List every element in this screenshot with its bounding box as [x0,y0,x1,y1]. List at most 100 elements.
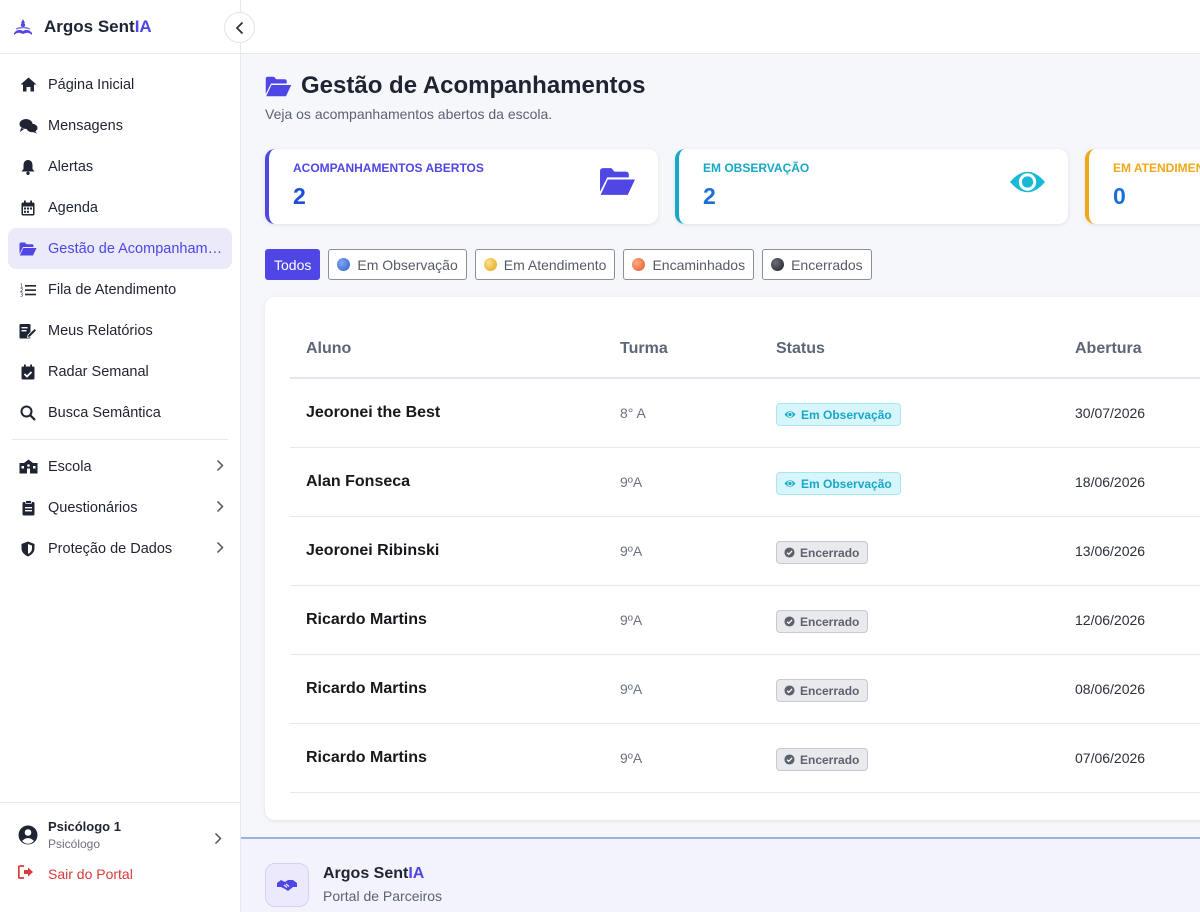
card-em-observacao[interactable]: EM OBSERVAÇÃO 2 [675,149,1068,224]
filter-encaminhados[interactable]: Encaminhados [623,249,755,280]
svg-text:2: 2 [20,288,23,294]
user-profile[interactable]: Psicólogo 1 Psicólogo [0,803,240,851]
sidebar-group-protecao-dados[interactable]: Proteção de Dados [8,528,232,569]
chat-icon [18,116,38,136]
status-badge: Em Observação [776,403,901,426]
table-row[interactable]: Jeoronei Ribinski 9ºA Encerrado 13/06/20… [290,517,1200,586]
sidebar-item-label: Página Inicial [48,76,135,93]
table-row[interactable]: Ricardo Martins 9ºA Encerrado 07/06/2026 [290,724,1200,793]
opening-date: 08/06/2026 [1075,681,1146,697]
card-value: 2 [293,183,306,209]
sidebar-item-label: Gestão de Acompanhamentos [48,240,224,257]
logout-button[interactable]: Sair do Portal [0,851,240,882]
filter-em-atendimento[interactable]: Em Atendimento [474,249,616,280]
check-circle-icon [784,754,795,765]
shield-icon [18,539,38,559]
filter-encerrados[interactable]: Encerrados [762,249,872,280]
status-badge: Em Observação [776,472,901,495]
student-class: 9ºA [620,612,643,628]
user-name: Psicólogo 1 [48,819,121,834]
svg-text:3: 3 [20,292,23,297]
sidebar-item-label: Agenda [48,199,98,216]
table-row[interactable]: Ricardo Martins 9ºA Encerrado 12/06/2026 [290,586,1200,655]
brand-logo-icon [12,16,34,38]
chevron-right-icon [216,459,224,472]
sidebar-item-radar-semanal[interactable]: Radar Semanal [8,351,232,392]
status-dot-icon [632,258,646,271]
calendar-icon [18,198,38,218]
table-row[interactable]: Jeoronei the Best 8° A Em Observação 30/… [290,379,1200,448]
card-label: EM OBSERVAÇÃO [703,161,810,175]
sidebar-item-label: Meus Relatórios [48,322,153,339]
chevron-right-icon [216,541,224,554]
card-acompanhamentos-abertos[interactable]: ACOMPANHAMENTOS ABERTOS 2 [265,149,658,224]
student-class: 9ºA [620,750,643,766]
sidebar-item-agenda[interactable]: Agenda [8,187,232,228]
sidebar-group-escola[interactable]: Escola [8,446,232,487]
sidebar-item-busca-semantica[interactable]: Busca Semântica [8,392,232,433]
card-value: 2 [703,183,716,209]
home-icon [18,75,38,95]
sidebar-item-gestao-acompanhamentos[interactable]: Gestão de Acompanhamentos [8,228,232,269]
status-dot-icon [771,258,785,271]
sidebar-item-mensagens[interactable]: Mensagens [8,105,232,146]
bell-icon [18,157,38,177]
sidebar-item-label: Busca Semântica [48,404,161,421]
page-subtitle: Veja os acompanhamentos abertos da escol… [265,106,553,122]
sidebar-item-meus-relatorios[interactable]: Meus Relatórios [8,310,232,351]
sidebar-item-label: Radar Semanal [48,363,149,380]
card-label: EM ATENDIMENTO [1113,161,1200,175]
opening-date: 12/06/2026 [1075,612,1146,628]
opening-date: 30/07/2026 [1075,405,1146,421]
sidebar-item-label: Mensagens [48,117,123,134]
card-label: ACOMPANHAMENTOS ABERTOS [293,161,484,175]
sidebar-item-label: Alertas [48,158,94,175]
status-dot-icon [483,258,497,271]
report-edit-icon [18,321,38,341]
footer-subtitle: Portal de Parceiros [323,888,443,904]
sidebar-item-pagina-inicial[interactable]: Página Inicial [8,64,232,105]
status-badge: Encerrado [776,610,869,633]
eye-icon [784,479,796,488]
eye-icon [1009,167,1046,202]
status-dot-icon [337,258,351,271]
column-header-status[interactable]: Status [776,340,825,357]
calendar-check-icon [18,362,38,382]
table-row[interactable]: Ricardo Martins 9ºA Encerrado 08/06/2026 [290,655,1200,724]
column-header-turma[interactable]: Turma [620,340,668,357]
card-em-atendimento[interactable]: EM ATENDIMENTO 0 [1085,149,1200,224]
collapse-sidebar-button[interactable] [224,12,255,43]
student-name: Jeoronei the Best [306,404,441,421]
sidebar-divider [12,439,228,440]
status-badge: Encerrado [776,748,869,771]
student-name: Jeoronei Ribinski [306,542,440,559]
column-header-aluno[interactable]: Aluno [306,340,352,357]
column-header-abertura[interactable]: Abertura [1075,340,1142,357]
check-circle-icon [784,616,795,627]
clipboard-icon [18,498,38,518]
chevron-right-icon [214,832,222,845]
filter-em-observacao[interactable]: Em Observação [328,249,467,280]
table-row[interactable]: Alan Fonseca 9ºA Em Observação 18/06/202… [290,448,1200,517]
logout-icon [17,865,38,882]
chevron-right-icon [216,500,224,513]
sidebar-item-label: Escola [48,458,92,475]
eye-icon [784,410,796,419]
check-circle-icon [784,685,795,696]
sidebar-nav: Página Inicial Mensagens Alertas Agenda … [0,54,240,569]
sidebar-group-questionarios[interactable]: Questionários [8,487,232,528]
logout-label: Sair do Portal [48,865,133,882]
filter-todos[interactable]: Todos [265,249,321,280]
student-class: 9ºA [620,681,643,697]
handshake-icon [265,863,309,907]
brand[interactable]: Argos SentIA [0,0,240,54]
student-name: Alan Fonseca [306,473,411,490]
student-name: Ricardo Martins [306,680,427,697]
status-filters: Todos Em Observação Em Atendimento Encam… [265,249,872,280]
user-block: Psicólogo 1 Psicólogo Sair do Portal [0,802,240,912]
user-role: Psicólogo [48,837,101,851]
opening-date: 18/06/2026 [1075,474,1146,490]
sidebar-item-alertas[interactable]: Alertas [8,146,232,187]
